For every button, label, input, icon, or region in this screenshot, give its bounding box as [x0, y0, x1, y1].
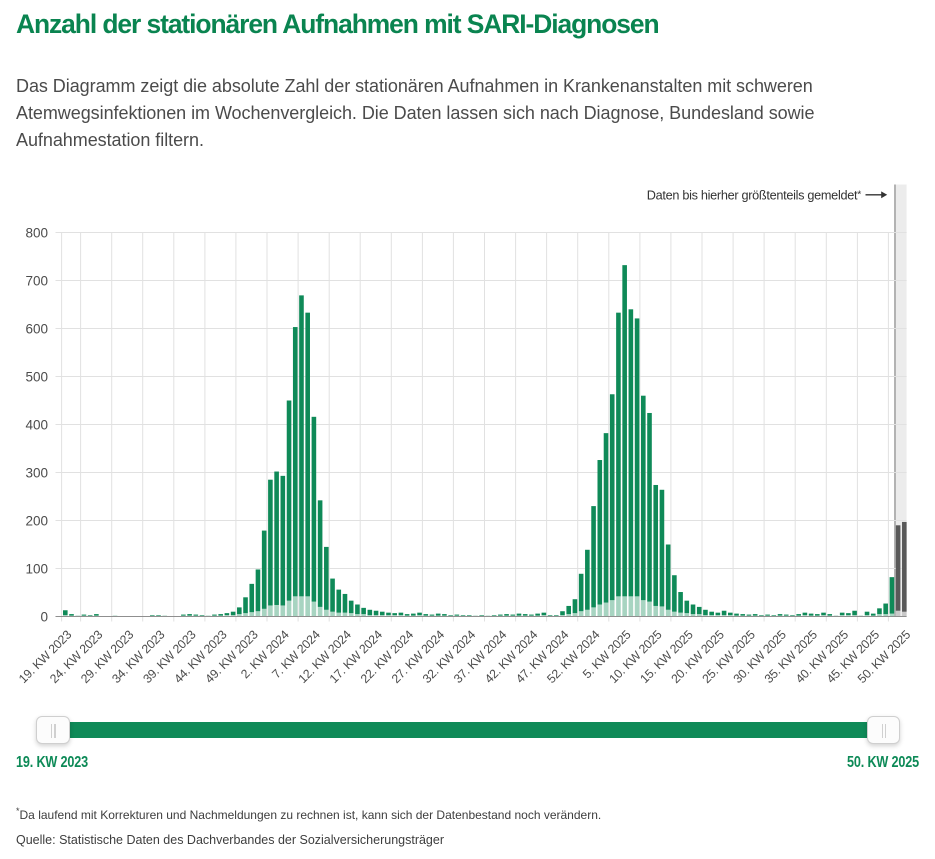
svg-text:300: 300 — [25, 466, 48, 481]
svg-text:0: 0 — [40, 610, 48, 625]
svg-text:100: 100 — [25, 562, 48, 577]
svg-text:500: 500 — [25, 370, 48, 385]
svg-text:Daten bis hierher größtenteils: Daten bis hierher größtenteils gemeldet* — [647, 188, 861, 202]
svg-text:800: 800 — [25, 226, 48, 241]
svg-text:600: 600 — [25, 322, 48, 337]
svg-text:200: 200 — [25, 514, 48, 529]
svg-text:400: 400 — [25, 418, 48, 433]
svg-text:700: 700 — [25, 274, 48, 289]
